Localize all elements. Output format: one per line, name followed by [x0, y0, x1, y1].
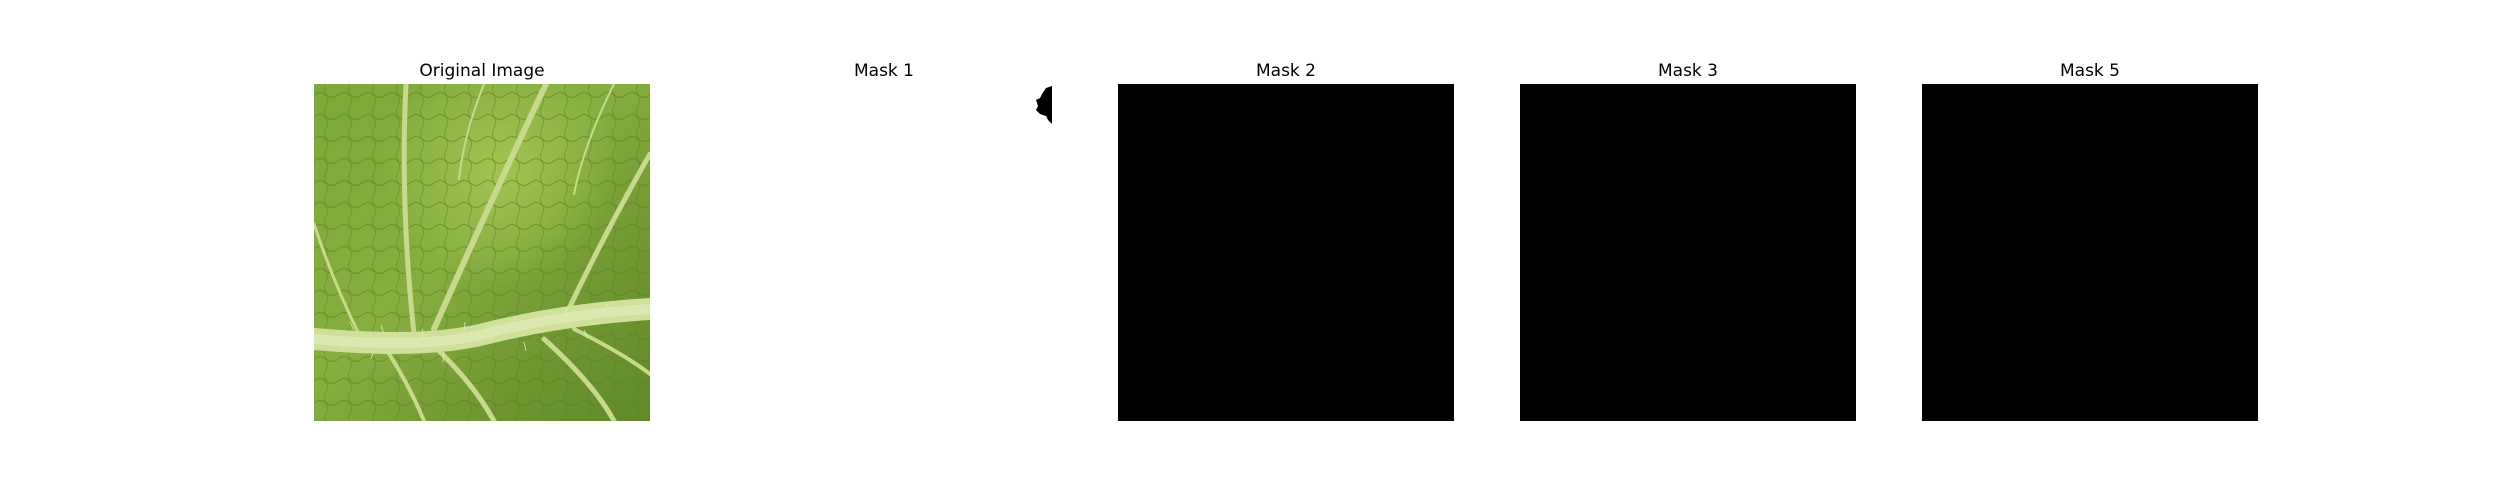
mask-3-image	[1520, 84, 1856, 421]
panel-title-mask-3: Mask 3	[1657, 61, 1718, 81]
panel-title-mask-5: Mask 5	[2059, 61, 2120, 81]
mask-2-image	[1118, 84, 1454, 421]
panel-title-original-image: Original Image	[419, 61, 545, 81]
mask-1-canvas	[716, 84, 1052, 421]
panel-title-mask-2: Mask 2	[1255, 61, 1316, 81]
mask-1-image	[716, 84, 1052, 421]
leaf-illustration	[314, 84, 650, 421]
mask-5-image	[1922, 84, 2258, 421]
panel-title-mask-1: Mask 1	[853, 61, 914, 81]
original-leaf-image	[314, 84, 650, 421]
mask-1-edge-blob	[1036, 86, 1052, 124]
